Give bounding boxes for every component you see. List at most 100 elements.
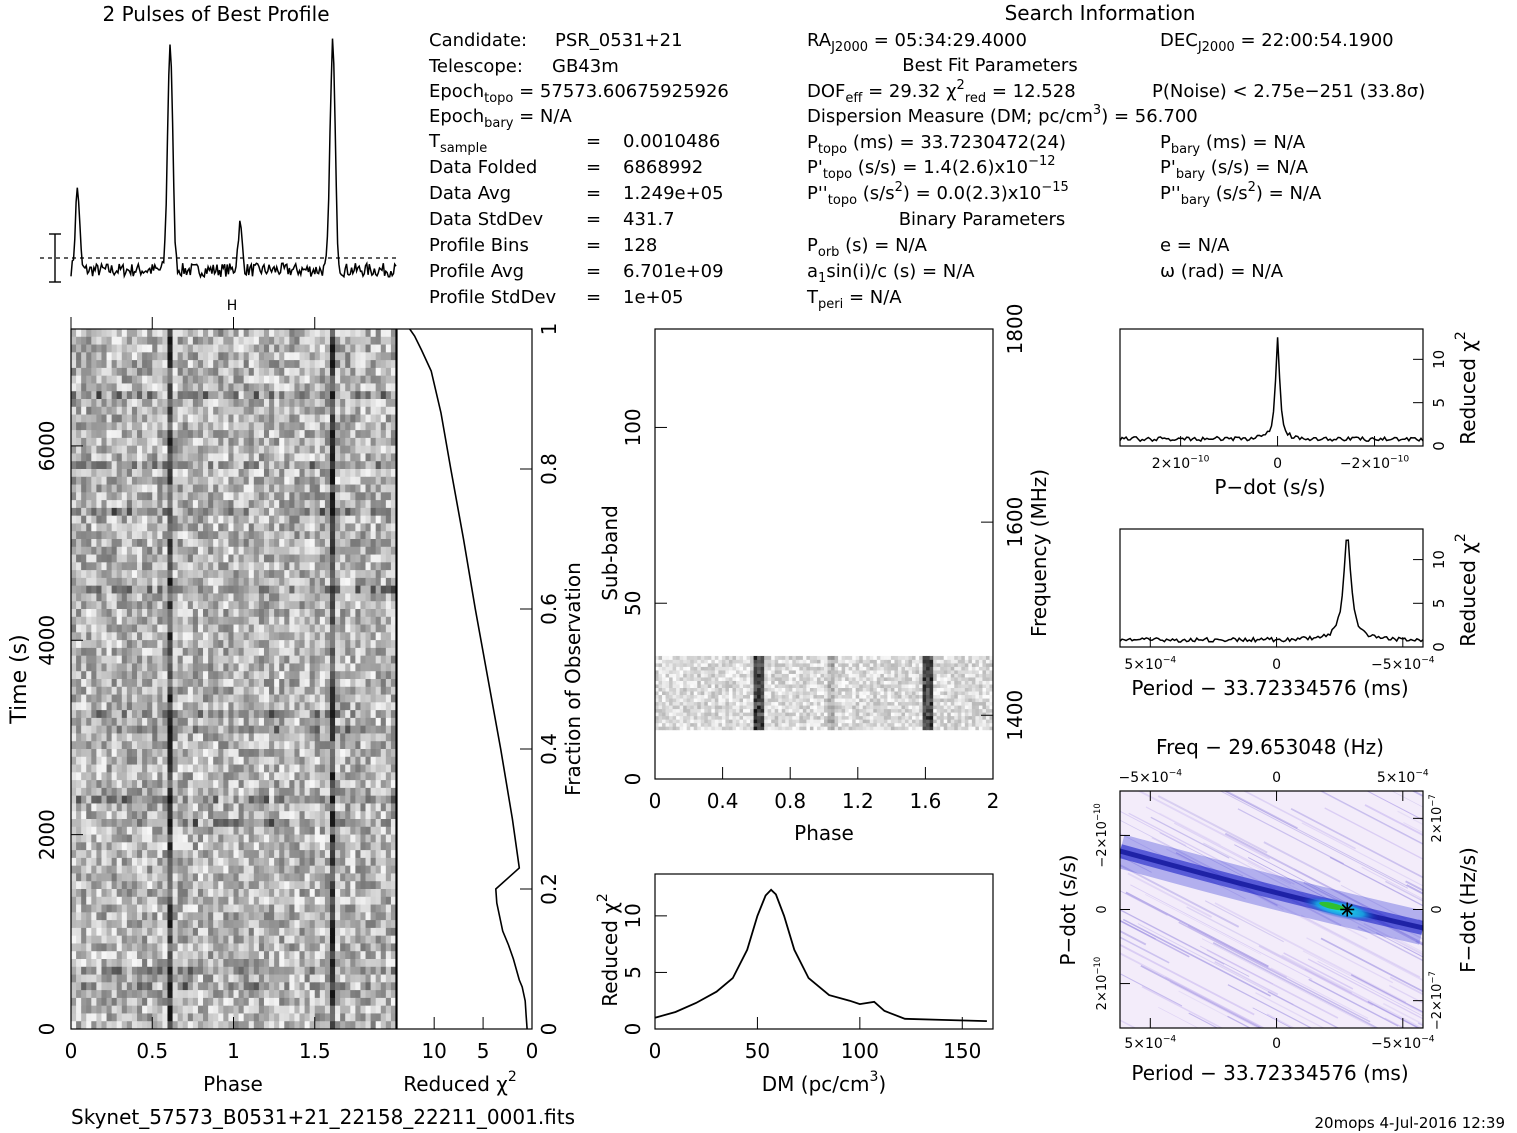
time-phase-cell: [86, 889, 92, 898]
time-phase-cell: [370, 780, 377, 789]
time-phase-cell: [203, 609, 209, 618]
time-phase-cell: [370, 531, 377, 540]
time-phase-cell: [279, 655, 285, 664]
time-phase-cell: [101, 422, 107, 431]
time-phase-cell: [126, 655, 133, 664]
time-phase-cell: [294, 546, 300, 555]
time-phase-cell: [182, 453, 189, 462]
time-phase-cell: [385, 873, 392, 882]
time-phase-cell: [289, 826, 295, 835]
time-phase-cell: [294, 787, 300, 797]
time-phase-cell: [380, 523, 387, 532]
time-phase-cell: [96, 375, 102, 384]
time-phase-cell: [309, 694, 316, 703]
time-phase-cell: [101, 336, 107, 345]
tsample-value: 0.0010486: [623, 131, 720, 152]
time-phase-cell: [380, 756, 387, 765]
time-phase-cell: [263, 461, 270, 470]
time-phase-cell: [182, 461, 189, 470]
time-phase-cell: [375, 329, 382, 338]
time-phase-cell: [131, 764, 138, 773]
time-phase-cell: [375, 686, 382, 695]
time-phase-cell: [71, 507, 77, 517]
time-phase-cell: [233, 826, 239, 835]
time-phase-cell: [238, 383, 245, 392]
time-phase-cell: [91, 686, 97, 695]
time-phase-cell: [172, 352, 179, 361]
time-phase-cell: [197, 500, 204, 509]
time-phase-cell: [177, 850, 184, 859]
time-phase-cell: [390, 889, 397, 898]
time-phase-cell: [106, 624, 113, 633]
time-phase-cell: [182, 593, 189, 602]
time-phase-cell: [203, 554, 209, 563]
time-phase-cell: [289, 437, 295, 447]
time-phase-cell: [126, 811, 133, 820]
time-phase-cell: [147, 865, 153, 874]
time-phase-cell: [238, 632, 245, 641]
time-phase-cell: [187, 430, 194, 439]
time-phase-cell: [71, 624, 77, 633]
time-phase-cell: [248, 904, 255, 913]
profile-chart: [40, 38, 397, 283]
time-phase-cell: [380, 406, 387, 415]
time-phase-cell: [126, 546, 133, 555]
time-phase-cell: [304, 795, 311, 804]
time-phase-cell: [71, 865, 77, 874]
time-phase-cell: [355, 725, 361, 734]
time-phase-cell: [289, 507, 295, 517]
time-phase-cell: [137, 484, 143, 493]
time-phase-cell: [172, 725, 179, 734]
time-phase-cell: [101, 344, 107, 353]
time-phase-cell: [370, 686, 377, 695]
time-phase-cell: [126, 329, 133, 338]
time-phase-cell: [91, 523, 97, 532]
time-phase-cell: [116, 647, 123, 657]
time-phase-cell: [248, 663, 255, 672]
time-phase-cell: [324, 904, 331, 913]
time-phase-cell: [142, 445, 148, 454]
time-phase-cell: [106, 671, 113, 680]
time-phase-cell: [162, 795, 168, 804]
time-phase-cell: [243, 601, 250, 610]
time-phase-cell: [131, 414, 138, 423]
time-phase-cell: [187, 671, 194, 680]
time-phase-cell: [324, 710, 331, 719]
time-phase-cell: [238, 554, 245, 563]
time-phase-cell: [116, 780, 123, 789]
time-phase-cell: [370, 912, 377, 921]
time-phase-cell: [350, 554, 356, 563]
time-phase-cell: [390, 624, 397, 633]
time-phase-cell: [101, 609, 107, 618]
time-phase-cell: [329, 780, 336, 789]
time-phase-cell: [131, 787, 138, 797]
time-phase-cell: [162, 857, 168, 867]
time-phase-cell: [350, 539, 356, 548]
time-phase-cell: [91, 406, 97, 415]
time-phase-cell: [81, 344, 87, 353]
time-phase-cell: [263, 562, 270, 571]
time-phase-cell: [187, 733, 194, 742]
time-phase-cell: [279, 772, 285, 781]
time-phase-cell: [106, 803, 113, 812]
time-phase-cell: [162, 329, 168, 338]
time-phase-cell: [314, 741, 321, 750]
time-phase-cell: [304, 531, 311, 540]
time-phase-cell: [182, 437, 189, 447]
time-phase-cell: [309, 780, 316, 789]
time-phase-cell: [86, 679, 92, 688]
time-phase-cell: [385, 422, 392, 431]
time-phase-cell: [197, 881, 204, 890]
time-phase-cell: [243, 803, 250, 812]
time-phase-cell: [263, 399, 270, 408]
time-phase-cell: [203, 336, 209, 345]
time-phase-cell: [314, 476, 321, 485]
time-phase-cell: [152, 562, 158, 571]
time-phase-cell: [263, 655, 270, 664]
time-phase-cell: [126, 523, 133, 532]
time-phase-cell: [314, 344, 321, 353]
time-phase-cell: [96, 702, 102, 711]
a1sini-row: a1sin(i)/c (s) = N/A: [807, 261, 975, 286]
time-phase-cell: [289, 461, 295, 470]
time-phase-cell: [152, 570, 158, 579]
